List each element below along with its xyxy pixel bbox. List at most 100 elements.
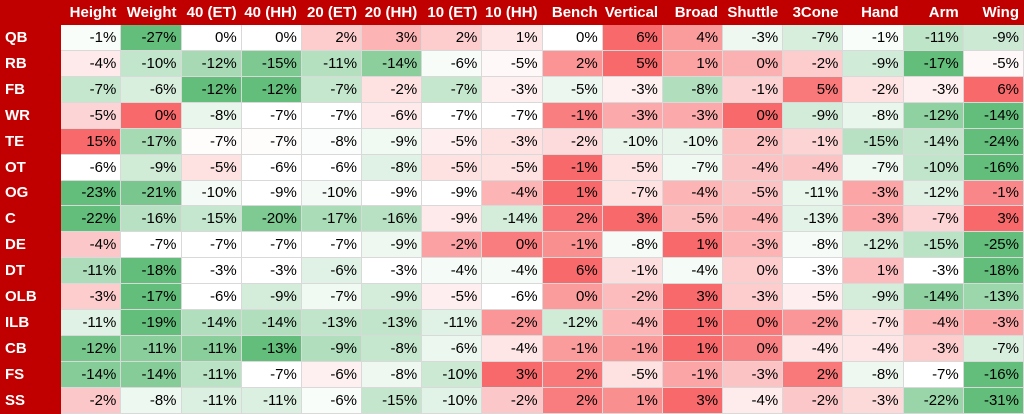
heatmap-cell: -7% [180, 127, 242, 155]
heatmap-cell: -5% [722, 179, 784, 207]
table-row: TE 15% -17% -7% -7% -8% -9% -5% -3% -2% -10% -10% 2%… [0, 127, 1024, 155]
heatmap-cell: -7% [300, 101, 363, 129]
table-row: QB -1% -27% 0% 0% 2% 3% 2% 1% 0% 6% 4% -3% -7% -1% -11%… [0, 24, 1024, 51]
heatmap-cell: -13% [782, 205, 844, 233]
heatmap-cell: -6% [300, 153, 363, 181]
heatmap-cell: -3% [180, 257, 242, 285]
heatmap-cell: 3% [661, 283, 724, 311]
heatmap-cell: -9% [300, 335, 363, 362]
heatmap-cell: -4% [782, 153, 844, 181]
heatmap-cell: -4% [60, 49, 122, 77]
heatmap-cell: -12% [180, 75, 242, 103]
heatmap-cell: -17% [902, 49, 964, 77]
heatmap-cell: 0% [722, 49, 784, 77]
heatmap-cell: -3% [60, 283, 122, 311]
heatmap-cell: -13% [962, 283, 1024, 311]
heatmap-cell: -4% [601, 309, 663, 337]
heatmap-cell: -4% [782, 335, 844, 362]
column-header: Bench [541, 0, 603, 25]
heatmap-cell: -14% [60, 360, 122, 388]
heatmap-cell: -1% [541, 335, 603, 362]
heatmap-cell: -8% [601, 231, 663, 259]
heatmap-cell: 5% [782, 75, 844, 103]
heatmap-cell: -11% [180, 386, 242, 414]
column-header: 20 (ET) [300, 0, 363, 25]
heatmap-cell: -6% [120, 75, 182, 103]
heatmap-cell: -20% [240, 205, 302, 233]
heatmap-cell: -10% [661, 127, 724, 155]
heatmap-cell: -3% [481, 75, 543, 103]
heatmap-cell: 0% [722, 309, 784, 337]
heatmap-cell: -10% [421, 386, 483, 414]
heatmap-cell: -5% [60, 101, 122, 129]
heatmap-cell: 2% [541, 205, 603, 233]
column-header: Weight [120, 0, 182, 25]
heatmap-cell: -24% [962, 127, 1024, 155]
heatmap-cell: -5% [601, 153, 663, 181]
heatmap-cell: -15% [361, 386, 423, 414]
heatmap-cell: -14% [902, 283, 964, 311]
table-row: ILB -11% -19% -14% -14% -13% -13% -11% -2% -12% -4… [0, 309, 1024, 337]
heatmap-cell: -3% [902, 75, 964, 103]
heatmap-cell: 0% [541, 283, 603, 311]
heatmap-cell: -2% [421, 231, 483, 259]
column-header: 40 (HH) [240, 0, 302, 25]
heatmap-cell: -3% [782, 257, 844, 285]
table-row: C -22% -16% -15% -20% -17% -16% -9% -14% 2% 3% -5% -… [0, 205, 1024, 233]
heatmap-cell: -8% [361, 335, 423, 362]
heatmap-cell: -7% [300, 231, 363, 259]
heatmap-cell: -9% [240, 283, 302, 311]
heatmap-cell: -5% [541, 75, 603, 103]
heatmap-cell: -2% [481, 309, 543, 337]
heatmap-cell: -12% [180, 49, 242, 77]
heatmap-cell: -1% [541, 101, 603, 129]
heatmap-cell: -11% [902, 24, 964, 51]
heatmap-cell: -3% [361, 257, 423, 285]
heatmap-cell: -13% [240, 335, 302, 362]
heatmap-cell: 1% [661, 49, 724, 77]
heatmap-cell: -7% [421, 101, 483, 129]
heatmap-cell: -9% [240, 179, 302, 207]
heatmap-cell: -3% [601, 75, 663, 103]
table-row: SS -2% -8% -11% -11% -6% -15% -10% -2% 2% 1% 3% -4% -… [0, 386, 1024, 414]
heatmap-cell: -5% [601, 360, 663, 388]
heatmap-cell: -8% [120, 386, 182, 414]
heatmap-cell: -1% [842, 24, 904, 51]
heatmap-cell: 0% [722, 335, 784, 362]
heatmap-cell: -31% [962, 386, 1024, 414]
heatmap-cell: -7% [842, 309, 904, 337]
heatmap-cell: -8% [661, 75, 724, 103]
heatmap-cell: -11% [180, 335, 242, 362]
heatmap-cell: -4% [722, 205, 784, 233]
table-row: DT -11% -18% -3% -3% -6% -3% -4% -4% 6% -1% -4% 0% -3… [0, 257, 1024, 285]
heatmap-cell: -4% [661, 179, 724, 207]
heatmap-cell: -14% [361, 49, 423, 77]
heatmap-cell: -5% [481, 153, 543, 181]
heatmap-cell: 2% [421, 24, 483, 51]
heatmap-cell: -2% [481, 386, 543, 414]
column-header: Wing [962, 0, 1024, 25]
heatmap-cell: 1% [661, 309, 724, 337]
table-row: DE -4% -7% -7% -7% -7% -9% -2% 0% -1% -8% 1% -3% -8% -… [0, 231, 1024, 259]
heatmap-cell: -9% [842, 49, 904, 77]
heatmap-cell: -9% [782, 101, 844, 129]
heatmap-cell: -14% [180, 309, 242, 337]
heatmap-cell: -14% [481, 205, 543, 233]
corner-cell [0, 0, 62, 25]
heatmap-cell: -1% [782, 127, 844, 155]
heatmap-cell: 0% [722, 257, 784, 285]
heatmap-cell: -15% [842, 127, 904, 155]
column-header: 3Cone [782, 0, 844, 25]
column-header: Arm [902, 0, 964, 25]
row-label: FB [0, 75, 62, 103]
heatmap-cell: -12% [541, 309, 603, 337]
heatmap-cell: -6% [421, 49, 483, 77]
heatmap-cell: -2% [60, 386, 122, 414]
table-row: OT -6% -9% -5% -6% -6% -8% -5% -5% -1% -5% -7% -4% -4… [0, 153, 1024, 181]
table-row: WR -5% 0% -8% -7% -7% -6% -7% -7% -1% -3% -3% 0% -9% -… [0, 101, 1024, 129]
heatmap-cell: -11% [240, 386, 302, 414]
heatmap-cell: -6% [481, 283, 543, 311]
heatmap-cell: -9% [421, 205, 483, 233]
heatmap-cell: -1% [661, 360, 724, 388]
row-label: OT [0, 153, 62, 181]
